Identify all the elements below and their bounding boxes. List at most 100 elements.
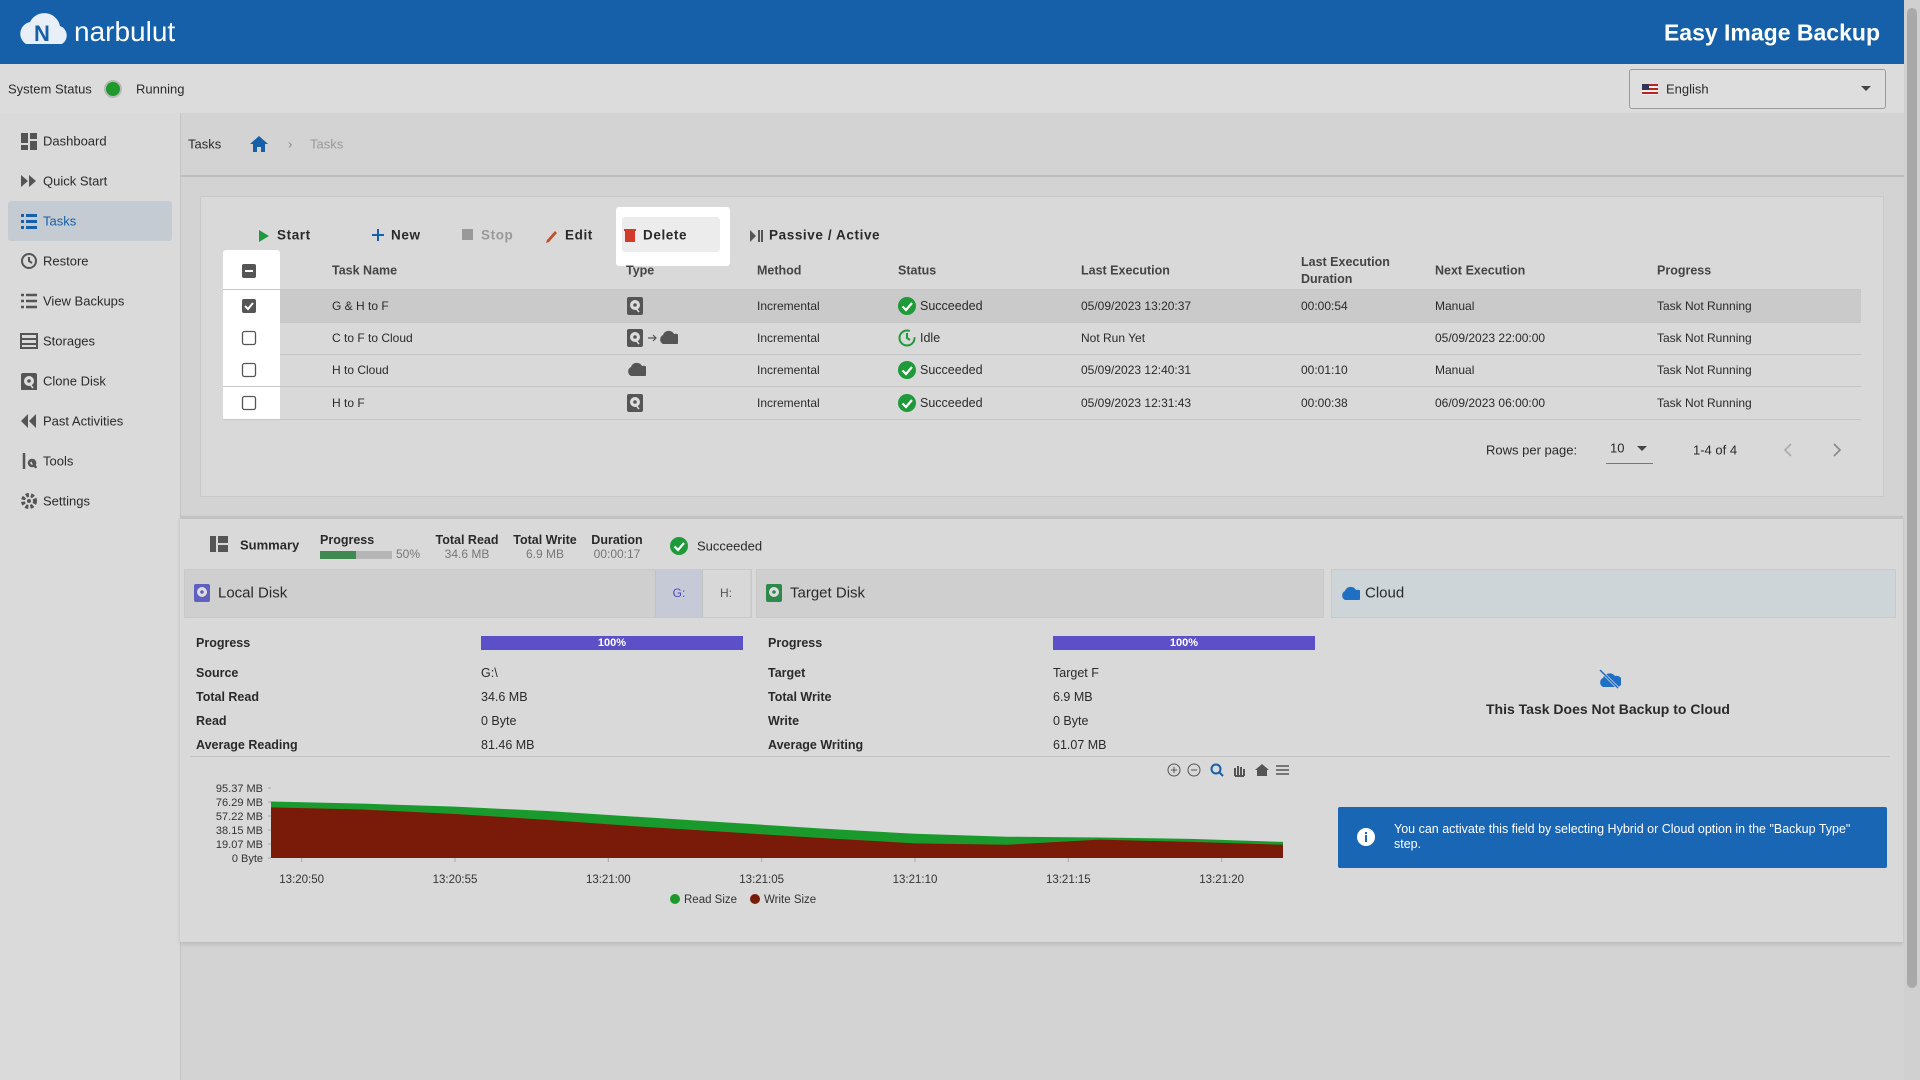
y-tick-label: 0 Byte [232,853,263,865]
x-tick-label: 13:21:15 [1046,874,1091,886]
chart-tool[interactable] [1255,763,1270,778]
home-icon[interactable] [249,135,269,153]
nav-item[interactable]: Dashboard [8,121,172,161]
nav-item[interactable]: Quick Start [8,161,172,201]
disk-card: Cloud [1331,569,1896,618]
chart-tool[interactable] [1232,763,1247,778]
table-row[interactable]: G & H to F Incremental Succeeded 05/09/2023… [223,289,1861,323]
status: Succeeded [920,299,983,313]
button-label: Delete [643,227,688,243]
logo: N [20,13,67,46]
table-row[interactable]: H to F Incremental Succeeded 05/09/2023 12:… [223,386,1861,420]
column-header: Last Execution Duration [1301,255,1390,286]
stat-label: Duration [591,533,643,547]
y-tick-label: 38.15 MB [216,825,263,837]
column-header: Task Name [332,263,398,278]
select-all[interactable] [241,263,257,279]
duration: 00:00:54 [1301,299,1348,313]
brand: narbulut [74,16,176,47]
row-checkbox[interactable] [241,330,257,346]
button-label: Edit [565,227,593,243]
type-icon [627,393,643,412]
progress-fill [320,551,356,559]
nav-item[interactable]: Past Activities [8,401,172,441]
chart-tool[interactable] [1275,763,1290,778]
progress: Task Not Running [1657,299,1752,313]
progress-value: 50% [396,547,421,561]
table-row[interactable]: H to Cloud Incremental Succeeded 05/09/2023… [223,354,1861,387]
summary-title: Summary [240,537,300,553]
row-checkbox[interactable] [241,298,257,314]
flag [1642,84,1658,95]
dropdown-arrow [1861,86,1871,91]
y-tick-label: 57.22 MB [216,811,263,823]
status-icon [898,297,916,315]
stat-value: 00:00:17 [593,547,641,561]
column-header: Status [898,263,937,278]
nav-item[interactable]: View Backups [8,281,172,321]
next-page[interactable] [1832,442,1842,458]
detail-label: Progress [196,636,251,650]
button-icon [624,229,636,242]
detail-value: 61.07 MB [1053,738,1107,752]
language: English [1666,81,1709,97]
scrollbar[interactable] [1904,0,1920,1080]
chart-tool[interactable] [1167,763,1182,778]
column-header: Last Execution [1081,263,1170,278]
status-label: System Status [8,81,92,97]
last-execution: 05/09/2023 12:31:43 [1081,395,1192,410]
nav-item[interactable]: Settings [8,481,172,521]
x-tick-label: 13:20:50 [279,874,324,886]
nav-icon [21,253,37,269]
row-checkbox[interactable] [241,362,257,378]
type-arrow [648,334,657,341]
column-header: Next Execution [1435,263,1526,278]
progress: Task Not Running [1657,363,1752,377]
progress-label: 100% [1169,637,1199,649]
status-icon [670,537,688,555]
stat-value: 34.6 MB [444,547,490,561]
stat-label: Total Write [513,533,577,547]
button-label: Start [277,227,311,243]
disk-card: Target Disk [756,569,1324,618]
chart-tool[interactable] [1210,763,1225,778]
progress-track: 100% [1053,636,1315,650]
no-cloud-icon [1598,668,1621,690]
area-chart: 95.37 MB 76.29 MB 57.22 MB 38.15 MB 19.07 MB… [216,783,1283,906]
nav-icon [21,293,37,309]
status: Idle [920,330,941,345]
column-header: Type [626,263,655,278]
language-select[interactable]: English [1629,69,1886,109]
nav-item[interactable]: Tools [8,441,172,481]
chart-tool[interactable] [1187,763,1202,778]
nav-item[interactable]: Storages [8,321,172,361]
cloud-message: This Task Does Not Backup to Cloud [1486,701,1730,717]
breadcrumb-separator: › [288,136,293,152]
prev-page[interactable] [1783,442,1793,458]
status-icon [898,393,916,412]
summary-panel: Summary Progress 50% Total Read 34.6 MB Total… [180,516,1903,942]
disk-tab[interactable]: G: [655,570,703,617]
divider [190,756,1890,757]
task-name: G & H to F [332,299,389,313]
nav-item[interactable]: Restore [8,241,172,281]
detail-label: Source [196,666,239,680]
nav-icon [21,133,37,150]
svg-text:N: N [34,21,50,46]
detail-label: Average Writing [768,738,864,752]
nav-icon [21,214,37,229]
nav-label: Tasks [43,213,77,229]
nav-label: Storages [43,333,96,349]
tab-label: G: [672,586,686,600]
progress-label: Progress [320,533,375,547]
row-checkbox[interactable] [241,395,257,411]
table-row[interactable]: C to F to Cloud Incremental Idle Not Run Ye… [223,321,1861,355]
rows-per-page-select[interactable]: 10 [1606,437,1653,464]
nav-item[interactable]: Tasks [8,201,172,241]
progress-label: 100% [597,637,627,649]
detail-value: 81.46 MB [481,738,535,752]
disk-tab[interactable]: H: [702,570,750,617]
button-label: Stop [481,227,514,243]
nav-item[interactable]: Clone Disk [8,361,172,401]
